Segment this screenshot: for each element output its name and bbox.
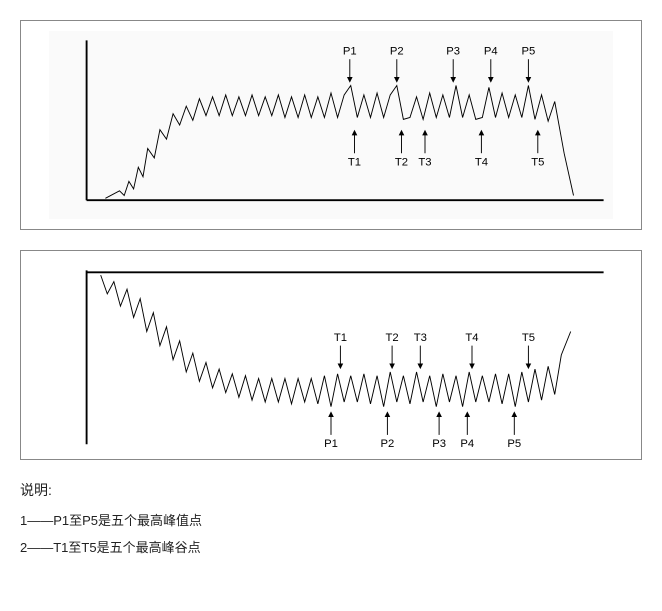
legend-item-2: 2——T1至T5是五个最高峰谷点 [20,537,642,556]
svg-text:T2: T2 [395,156,408,168]
legend-item-1: 1——P1至P5是五个最高峰值点 [20,510,642,529]
svg-text:T3: T3 [418,156,431,168]
legend-item-1-prefix: 1—— [20,513,53,528]
legend-item-2-prefix: 2—— [20,540,53,555]
svg-text:P5: P5 [522,46,536,58]
svg-text:P4: P4 [460,438,474,449]
svg-text:P3: P3 [446,46,460,58]
legend-item-2-text: T1至T5是五个最高峰谷点 [53,540,200,555]
svg-text:P1: P1 [324,438,338,449]
svg-text:P2: P2 [381,438,395,449]
svg-text:T5: T5 [522,332,535,344]
svg-text:P2: P2 [390,46,404,58]
svg-text:T4: T4 [465,332,478,344]
svg-text:T4: T4 [475,156,488,168]
chart2-top-annotations: T1 T2 T3 T4 T5 [334,332,535,369]
chart-panel-2: T1 T2 T3 T4 T5 P1 P2 P3 P4 P5 [20,250,642,460]
svg-text:T1: T1 [334,332,347,344]
chart-svg-1: P1 P2 P3 P4 P5 T1 T2 T3 T4 T5 [31,31,631,219]
legend-title: 说明: [20,480,642,500]
svg-text:P4: P4 [484,46,498,58]
svg-text:T3: T3 [414,332,427,344]
svg-text:T2: T2 [386,332,399,344]
legend: 说明: 1——P1至P5是五个最高峰值点 2——T1至T5是五个最高峰谷点 [20,480,642,556]
chart2-bottom-annotations: P1 P2 P3 P4 P5 [324,411,521,449]
svg-text:P1: P1 [343,46,357,58]
legend-item-1-text: P1至P5是五个最高峰值点 [53,513,202,528]
svg-text:T1: T1 [348,156,361,168]
svg-text:T5: T5 [531,156,544,168]
chart-panel-1: P1 P2 P3 P4 P5 T1 T2 T3 T4 T5 [20,20,642,230]
chart-svg-2: T1 T2 T3 T4 T5 P1 P2 P3 P4 P5 [31,261,631,449]
svg-text:P5: P5 [507,438,521,449]
svg-text:P3: P3 [432,438,446,449]
